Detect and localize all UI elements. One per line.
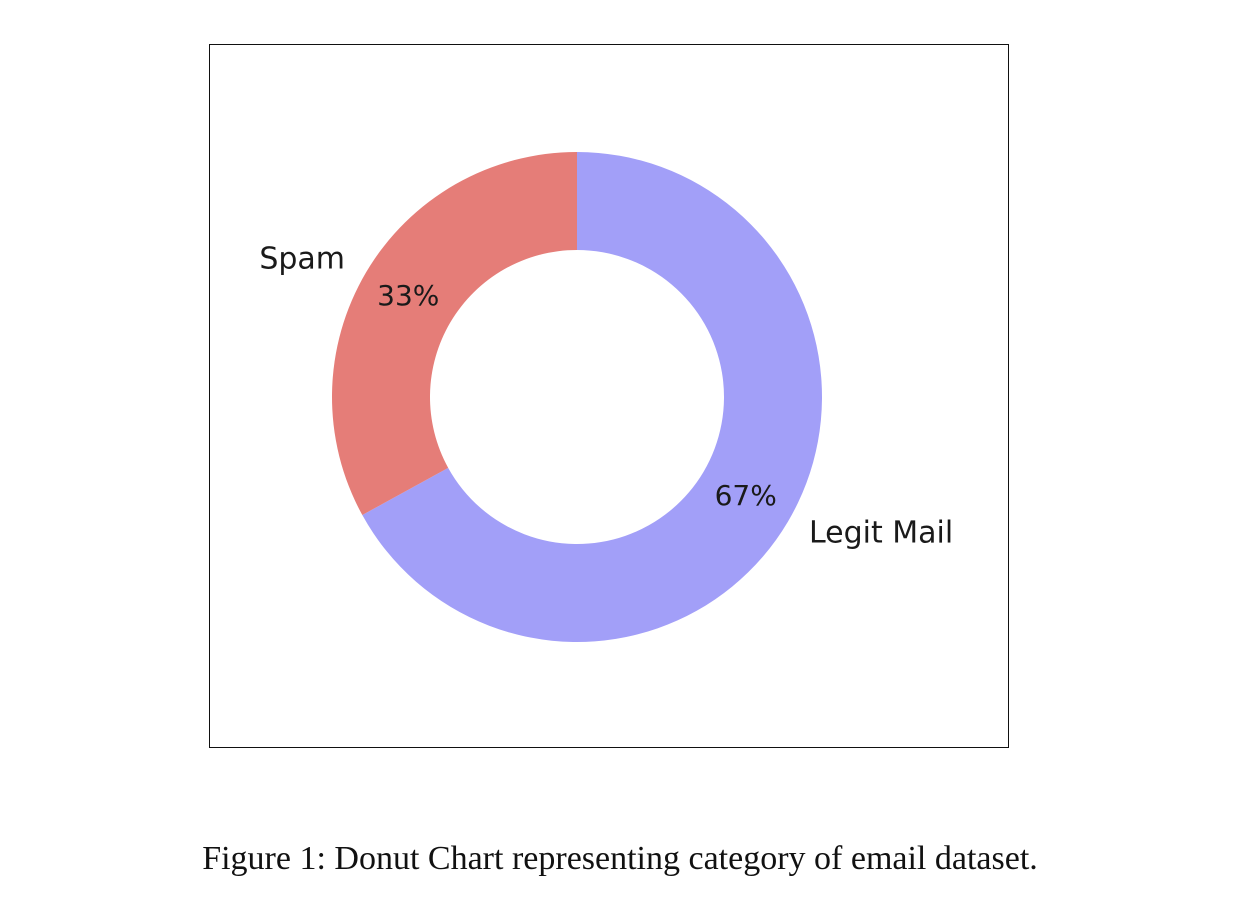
data-label-spam: 33% xyxy=(377,279,439,312)
data-label-legit-mail: 67% xyxy=(715,479,777,512)
donut-labels: 67% Legit Mail 33% Spam xyxy=(259,241,953,550)
donut-slices xyxy=(331,151,822,642)
donut-slice-spam xyxy=(331,151,577,516)
category-label-legit-mail: Legit Mail xyxy=(809,516,953,551)
figure-caption: Figure 1: Donut Chart representing categ… xyxy=(202,840,1038,877)
category-label-spam: Spam xyxy=(259,241,345,276)
donut-slice-legit-mail xyxy=(362,152,822,642)
